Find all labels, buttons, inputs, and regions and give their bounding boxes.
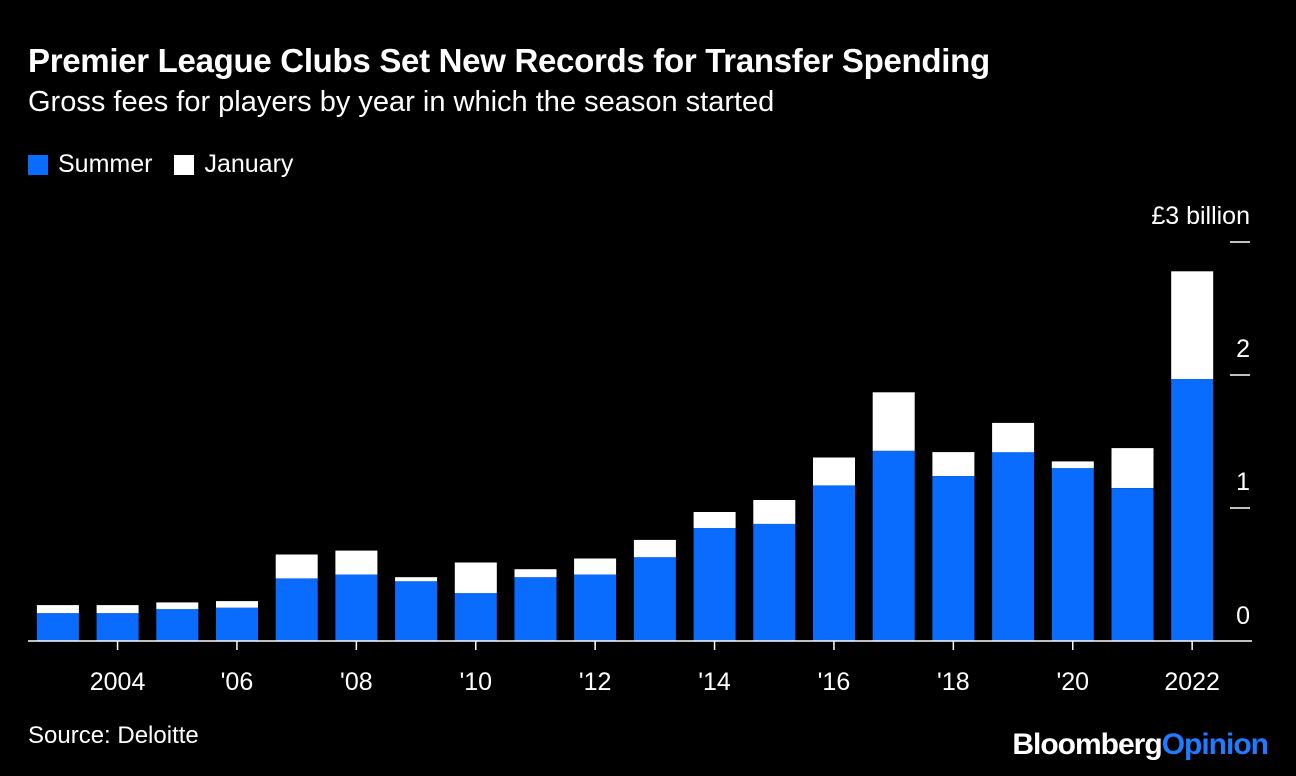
bar-summer-2006 — [216, 607, 258, 642]
bar-summer-2005 — [156, 609, 199, 641]
bar-summer-2011 — [514, 577, 557, 641]
y-tick-label-1: 1 — [1236, 468, 1250, 496]
bar-summer-2009 — [395, 581, 438, 641]
brand-secondary: Opinion — [1161, 728, 1269, 761]
bar-summer-2008 — [335, 574, 378, 641]
bar-january-2012 — [574, 558, 617, 575]
bar-january-2018 — [932, 452, 975, 476]
bar-january-2015 — [753, 500, 796, 524]
bar-january-2007 — [275, 554, 318, 579]
legend-swatch-summer — [28, 154, 48, 175]
bar-january-2016 — [813, 457, 855, 486]
x-tick-label-2022: 2022 — [1164, 668, 1220, 696]
chart-legend: Summer January — [28, 150, 293, 179]
x-tick-label-2012: '12 — [579, 668, 612, 696]
bar-summer-2012 — [574, 574, 617, 641]
bar-summer-2016 — [813, 485, 855, 641]
bar-january-2019 — [992, 422, 1035, 453]
y-tick-label-0: 0 — [1236, 602, 1250, 630]
x-tick-label-2020: '20 — [1056, 668, 1089, 696]
bar-summer-2018 — [932, 476, 975, 641]
x-tick-label-2016: '16 — [818, 668, 851, 696]
legend-label-january: January — [204, 150, 294, 178]
legend-item-summer: Summer — [28, 150, 152, 179]
bar-january-2013 — [633, 539, 676, 558]
bar-january-2006 — [216, 601, 258, 608]
x-tick-label-2006: '06 — [221, 668, 254, 696]
bar-summer-2022 — [1171, 379, 1214, 641]
bar-january-2010 — [454, 562, 497, 594]
x-tick-label-2010: '10 — [459, 668, 492, 696]
bar-january-2004 — [96, 605, 139, 614]
chart-title: Premier League Clubs Set New Records for… — [28, 42, 990, 79]
x-tick-label-2014: '14 — [698, 668, 731, 696]
bar-january-2005 — [156, 602, 199, 610]
source-note: Source: Deloitte — [28, 722, 199, 749]
legend-item-january: January — [174, 150, 293, 179]
bar-summer-2013 — [633, 557, 676, 641]
bar-summer-2021 — [1111, 488, 1154, 641]
bar-january-2014 — [693, 512, 736, 528]
bar-summer-2007 — [275, 578, 318, 641]
bar-january-2009 — [395, 577, 438, 582]
chart-subtitle: Gross fees for players by year in which … — [28, 86, 775, 118]
bar-summer-2014 — [693, 528, 736, 641]
x-tick-label-2008: '08 — [340, 668, 373, 696]
bar-january-2003 — [36, 605, 79, 614]
x-tick-label-2018: '18 — [937, 668, 970, 696]
bar-january-2011 — [514, 569, 557, 578]
brand-primary: Bloomberg — [1012, 728, 1162, 761]
bar-summer-2003 — [36, 613, 79, 641]
bar-summer-2015 — [753, 524, 796, 641]
bar-january-2022 — [1171, 271, 1214, 379]
bar-january-2017 — [872, 392, 915, 451]
x-tick-label-2004: 2004 — [90, 668, 146, 696]
y-tick-label-2: 2 — [1236, 335, 1250, 363]
legend-label-summer: Summer — [58, 150, 153, 178]
bar-summer-2010 — [454, 593, 497, 641]
bar-summer-2004 — [96, 613, 139, 641]
bar-january-2008 — [335, 550, 378, 575]
bar-summer-2020 — [1051, 468, 1094, 641]
y-tick-label-3: £3 billion — [1151, 202, 1250, 230]
bar-january-2020 — [1051, 461, 1094, 469]
legend-swatch-january — [174, 154, 195, 175]
brand-logo: BloombergOpinion — [1012, 728, 1269, 762]
bar-january-2021 — [1111, 448, 1154, 488]
bar-summer-2017 — [872, 450, 915, 641]
bar-summer-2019 — [992, 452, 1035, 641]
